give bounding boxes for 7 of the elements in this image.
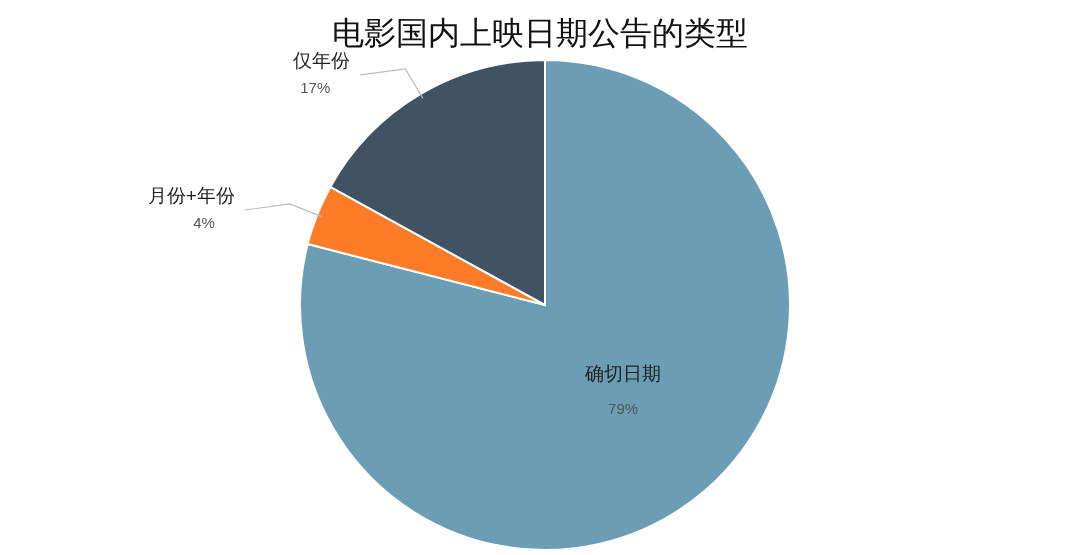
chart-title: 电影国内上映日期公告的类型 bbox=[332, 15, 748, 51]
slice-label: 月份+年份 bbox=[147, 184, 235, 206]
slice-label: 仅年份 bbox=[293, 49, 351, 71]
data-label: 4% bbox=[193, 213, 215, 231]
slice-label: 确切日期 bbox=[584, 362, 662, 384]
data-label: 17% bbox=[300, 78, 331, 96]
data-label: 79% bbox=[608, 399, 639, 417]
